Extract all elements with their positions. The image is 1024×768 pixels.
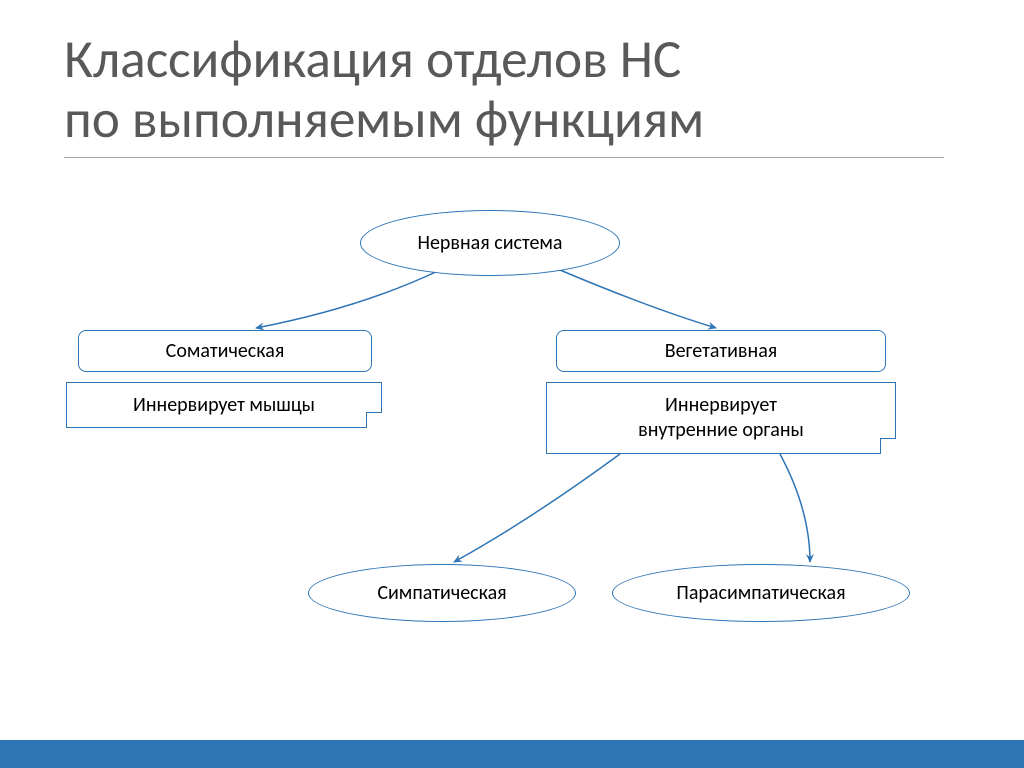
node-somatic-label: Соматическая xyxy=(166,339,285,363)
node-note-right-label-1: Иннервирует xyxy=(665,393,777,418)
node-note-right-label-2: внутренние органы xyxy=(638,418,804,443)
note-fold-icon xyxy=(366,412,382,428)
node-note-right: Иннервирует внутренние органы xyxy=(546,382,896,454)
node-note-left: Иннервирует мышцы xyxy=(66,382,382,428)
node-sympathetic: Симпатическая xyxy=(308,564,576,622)
node-note-left-label: Иннервирует мышцы xyxy=(133,393,315,417)
node-sympathetic-label: Симпатическая xyxy=(377,581,506,605)
arrow xyxy=(256,270,440,328)
bottom-bar xyxy=(0,740,1024,768)
arrow xyxy=(454,454,620,562)
node-root: Нервная система xyxy=(360,210,620,276)
node-vegetative: Вегетативная xyxy=(556,330,886,372)
note-fold-icon xyxy=(880,438,896,454)
node-root-label: Нервная система xyxy=(417,231,562,255)
arrow xyxy=(780,454,810,562)
slide: Классификация отделов НС по выполняемым … xyxy=(0,0,1024,768)
node-parasympathetic: Парасимпатическая xyxy=(612,564,910,622)
node-parasympathetic-label: Парасимпатическая xyxy=(676,581,845,605)
node-vegetative-label: Вегетативная xyxy=(665,339,778,363)
diagram: Нервная система Соматическая Вегетативна… xyxy=(0,0,1024,768)
arrow xyxy=(560,270,716,328)
node-somatic: Соматическая xyxy=(78,330,372,372)
